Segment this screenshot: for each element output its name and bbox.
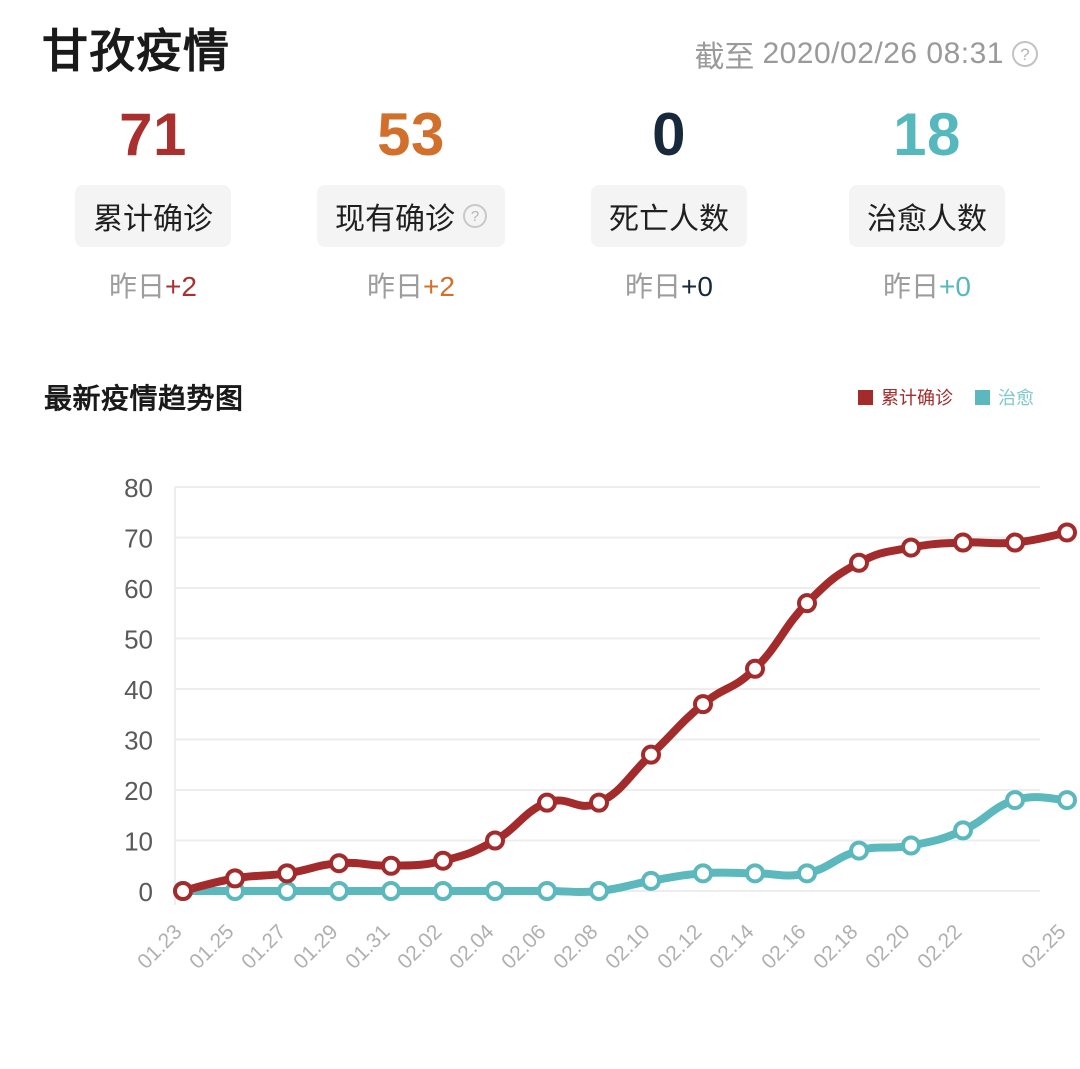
- trend-chart-svg: 0 10 20 30 40 50 60 70 80 01.2301.2501.2701.2901.…: [124, 473, 1077, 974]
- stat-label-text: 累计确诊: [93, 203, 213, 237]
- svg-text:20: 20: [124, 776, 153, 806]
- stat-label: 现有确诊 ?: [317, 185, 505, 248]
- stat-label-text: 死亡人数: [609, 203, 729, 237]
- chart-header: 最新疫情趋势图 累计确诊 治愈: [0, 377, 1080, 417]
- stat-value: 0: [652, 101, 686, 169]
- chart-title: 最新疫情趋势图: [44, 383, 244, 415]
- svg-text:02.10: 02.10: [601, 920, 654, 973]
- svg-text:60: 60: [124, 574, 153, 604]
- trend-chart[interactable]: 0 10 20 30 40 50 60 70 80 01.23 01.25 01.27 01.29 01.…: [0, 429, 1080, 989]
- stats-row: 71 累计确诊 昨日+2 53 现有确诊 ? 昨日+2 0 死亡人数 昨日+0 …: [0, 105, 1080, 305]
- svg-text:02.02: 02.02: [393, 920, 446, 973]
- stat-delta-value: +0: [681, 271, 713, 303]
- stat-label: 死亡人数: [591, 185, 747, 248]
- help-icon[interactable]: ?: [1012, 41, 1038, 67]
- svg-text:10: 10: [124, 827, 153, 857]
- legend-swatch-icon: [858, 389, 873, 405]
- stat-label-text: 现有确诊: [335, 203, 455, 237]
- stat-value: 71: [119, 101, 187, 169]
- svg-text:01.25: 01.25: [185, 920, 238, 973]
- svg-text:02.12: 02.12: [653, 920, 706, 973]
- legend-label: 累计确诊: [881, 388, 953, 409]
- help-icon[interactable]: ?: [463, 204, 487, 229]
- legend-item-confirmed[interactable]: 累计确诊: [858, 384, 953, 410]
- stat-card-recovered: 18 治愈人数 昨日+0: [798, 105, 1056, 305]
- svg-text:70: 70: [124, 524, 153, 554]
- stat-label: 治愈人数: [849, 185, 1005, 248]
- legend-label: 治愈: [998, 388, 1034, 409]
- svg-text:01.27: 01.27: [237, 920, 290, 973]
- legend-swatch-icon: [975, 389, 990, 405]
- svg-text:80: 80: [124, 473, 153, 503]
- page-header: 甘孜疫情 截至 2020/02/26 08:31 ?: [0, 0, 1080, 79]
- last-updated: 截至 2020/02/26 08:31 ?: [694, 32, 1038, 76]
- svg-text:02.08: 02.08: [549, 920, 602, 973]
- svg-text:02.04: 02.04: [445, 920, 499, 974]
- stat-delta-value: +0: [939, 271, 971, 303]
- stat-card-deaths: 0 死亡人数 昨日+0: [540, 105, 798, 305]
- updated-prefix-label: 截至: [694, 41, 755, 74]
- svg-text:01.23: 01.23: [133, 920, 186, 973]
- stat-delta-value: +2: [165, 271, 197, 303]
- svg-text:01.29: 01.29: [289, 920, 342, 973]
- chart-legend: 累计确诊 治愈: [858, 384, 1034, 410]
- stat-card-confirmed-current: 53 现有确诊 ? 昨日+2: [282, 105, 540, 305]
- svg-text:02.20: 02.20: [861, 920, 914, 973]
- svg-text:02.22: 02.22: [913, 920, 966, 973]
- svg-text:02.14: 02.14: [705, 920, 759, 974]
- stat-value: 18: [893, 101, 961, 169]
- stat-value: 53: [377, 101, 445, 169]
- stat-delta-prefix: 昨日: [625, 271, 682, 303]
- stat-delta: 昨日+2: [367, 265, 455, 305]
- stat-label: 累计确诊: [75, 185, 231, 248]
- svg-text:30: 30: [124, 726, 153, 756]
- legend-item-recovered[interactable]: 治愈: [975, 384, 1034, 410]
- stat-card-confirmed-total: 71 累计确诊 昨日+2: [24, 105, 282, 305]
- stat-delta-value: +2: [423, 271, 455, 303]
- svg-text:40: 40: [124, 675, 153, 705]
- stat-delta-prefix: 昨日: [109, 271, 166, 303]
- stat-label-text: 治愈人数: [867, 203, 987, 237]
- stat-delta: 昨日+0: [883, 265, 971, 305]
- svg-text:02.16: 02.16: [757, 920, 810, 973]
- stat-delta-prefix: 昨日: [367, 271, 424, 303]
- stat-delta: 昨日+2: [109, 265, 197, 305]
- svg-text:02.06: 02.06: [497, 920, 550, 973]
- svg-text:02.25: 02.25: [1017, 920, 1070, 973]
- updated-timestamp: 2020/02/26 08:31: [762, 37, 1004, 70]
- stat-delta: 昨日+0: [625, 265, 713, 305]
- svg-text:50: 50: [124, 625, 153, 655]
- page-title: 甘孜疫情: [42, 25, 230, 77]
- svg-text:02.18: 02.18: [809, 920, 862, 973]
- stat-delta-prefix: 昨日: [883, 271, 940, 303]
- svg-text:0: 0: [139, 877, 153, 907]
- svg-text:01.31: 01.31: [341, 920, 394, 973]
